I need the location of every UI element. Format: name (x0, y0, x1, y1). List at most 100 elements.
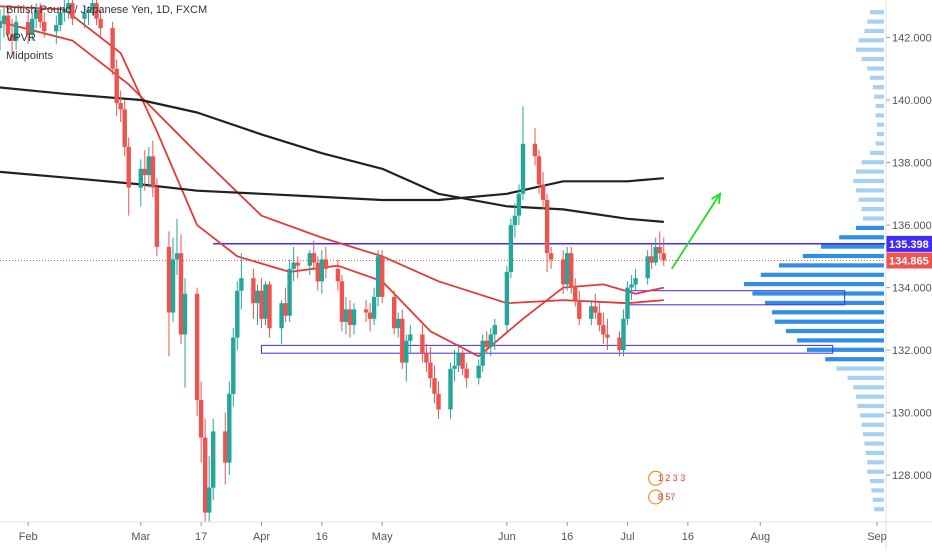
volume-profile-bar (877, 122, 884, 127)
candle-body (0, 21, 3, 29)
volume-profile-bar (797, 338, 884, 343)
candle-body (118, 103, 123, 110)
candle-body (223, 431, 228, 463)
candle-body (239, 278, 244, 291)
volume-profile-bar (752, 291, 884, 296)
candle-body (661, 253, 666, 261)
volume-profile-bar (870, 10, 884, 15)
price-label-bg (886, 252, 932, 269)
candle-body (629, 284, 634, 288)
candle-body (561, 259, 566, 285)
volume-profile-bar (867, 460, 884, 465)
candle-body (392, 296, 397, 329)
indicator-midpoints-label[interactable]: Midpoints (6, 50, 54, 62)
candle-body (287, 268, 292, 316)
candle-body (428, 362, 433, 379)
support-zone-box[interactable] (261, 344, 834, 354)
candle-body (460, 353, 465, 369)
volume-profile-bar (856, 169, 884, 174)
candle-body (404, 340, 409, 363)
candle-body (1, 15, 7, 22)
event-marker-icon[interactable] (648, 470, 664, 486)
candle-body (110, 28, 115, 69)
volume-profile-bar (867, 19, 884, 24)
volume-profile-bar (861, 422, 884, 427)
chart-title: British Pound / Japanese Yen, 1D, FXCM (6, 4, 208, 16)
time-tick-label: 16 (316, 531, 328, 543)
event-marker-icon[interactable] (648, 489, 664, 505)
candle-body (633, 278, 638, 285)
candle-body (508, 225, 514, 272)
price-tick-label: 130.000 (892, 408, 932, 420)
volume-profile-bar (870, 479, 884, 484)
candle-body (198, 400, 204, 438)
volume-profile-bar (861, 207, 884, 212)
candle-body (424, 353, 429, 363)
moving-average-black (0, 170, 664, 202)
price-tick-label: 138.000 (892, 158, 932, 170)
price-tick-label: 132.000 (892, 345, 932, 357)
volume-profile-bar (874, 507, 884, 512)
candle-body (174, 253, 180, 260)
volume-profile-bar (779, 263, 884, 268)
candle-body (178, 253, 184, 335)
volume-profile-bar (872, 497, 884, 502)
candle-body (520, 143, 526, 194)
volume-profile-bar (857, 403, 884, 409)
moving-average-black (0, 86, 664, 223)
candle-body (371, 296, 377, 319)
candle-body (122, 109, 127, 147)
candle-body (9, 34, 15, 41)
candle-body (464, 368, 469, 379)
candle-body (138, 168, 143, 188)
volume-profile-bar (875, 113, 884, 118)
volume-profile-bar (861, 57, 884, 62)
volume-profile-bar (872, 85, 884, 90)
candle-body (182, 293, 188, 335)
volume-profile-bar (861, 160, 884, 165)
candle-body (420, 334, 425, 354)
candle-body (291, 262, 296, 269)
price-tick-label: 142.000 (892, 33, 932, 45)
candle-body (311, 253, 316, 263)
time-axis[interactable] (0, 522, 932, 550)
candle-body (235, 290, 240, 338)
price-tick-label: 128.000 (892, 470, 932, 482)
candle-body (548, 253, 554, 260)
candle-body (375, 256, 381, 297)
volume-profile-bar (867, 66, 884, 71)
volume-profile-bar (864, 28, 884, 34)
candle-body (488, 334, 493, 347)
projection-arrow-head (711, 192, 722, 204)
volume-profile-bar (875, 141, 884, 146)
time-tick-label: Jul (620, 531, 634, 543)
candle-body (211, 431, 216, 488)
candle-body (512, 215, 518, 226)
candle-body (540, 184, 546, 200)
volume-profile-bar (856, 225, 884, 230)
volume-profile-bar (865, 450, 884, 455)
candle-body (26, 21, 31, 35)
candle-body (142, 168, 147, 176)
candle-body (207, 487, 212, 513)
candle-body (432, 378, 437, 394)
moving-average-red (0, 5, 664, 358)
candle-body (54, 25, 59, 32)
candle-body (351, 309, 357, 325)
candle-body (231, 337, 236, 394)
candle-body (343, 309, 349, 322)
candle-body (319, 259, 324, 282)
indicator-vpvr-label[interactable]: VPVR (6, 32, 36, 44)
candle-body (90, 3, 95, 10)
candle-body (126, 146, 131, 188)
candle-body (625, 287, 630, 319)
volume-profile-bar (821, 244, 884, 249)
volume-profile-bar (877, 132, 884, 137)
volume-profile-bar (802, 253, 884, 259)
time-tick-label: 16 (561, 531, 573, 543)
projection-arrow[interactable] (671, 193, 721, 270)
candle-body (114, 68, 119, 104)
volume-profile-bar (871, 488, 884, 493)
